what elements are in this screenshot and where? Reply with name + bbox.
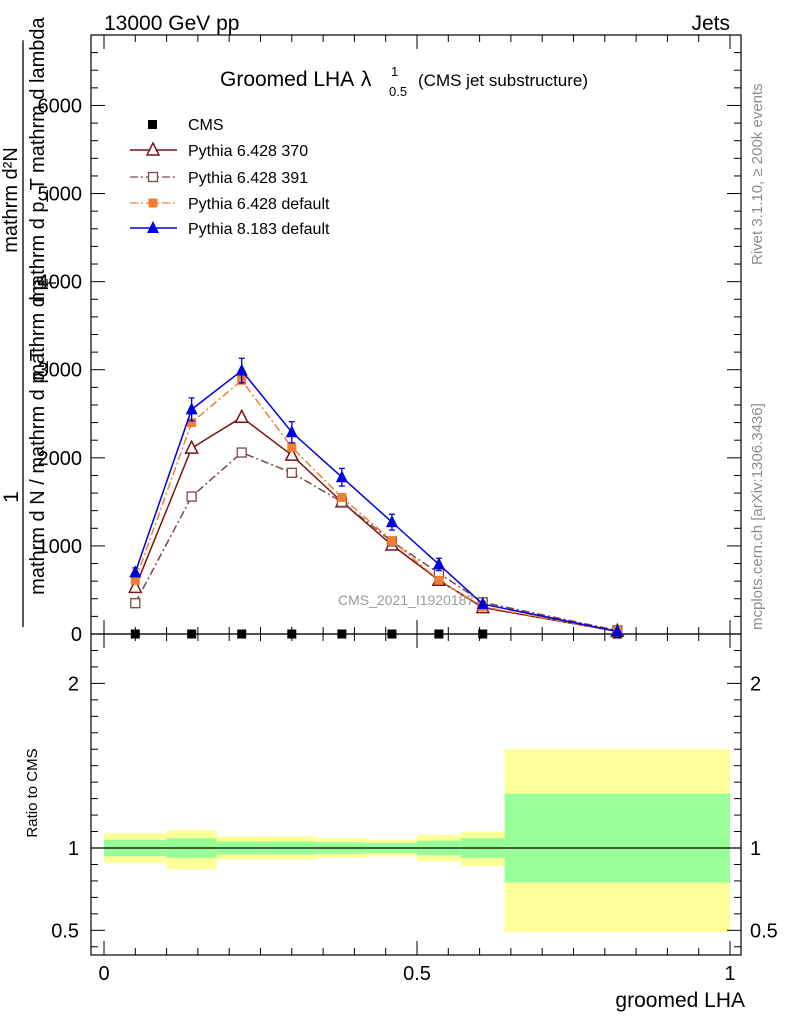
watermark-label: CMS_2021_I1920187 xyxy=(338,592,474,608)
data-point xyxy=(285,425,298,438)
main-ytick-label: 5000 xyxy=(38,184,83,206)
ylabel-fraction-den: mathrm d p_T mathrm d lambda xyxy=(27,16,49,302)
plot-subtitle: (CMS jet substructure) xyxy=(418,71,588,90)
data-point xyxy=(128,578,143,594)
ratio-xtick-label: 0 xyxy=(98,963,109,985)
legend-label-cms: CMS xyxy=(188,117,224,134)
ratio-ytick-label-right: 0.5 xyxy=(750,920,778,942)
ratio-xtick-label: 1 xyxy=(724,963,735,985)
data-point xyxy=(130,575,140,585)
data-point xyxy=(476,597,489,610)
data-point xyxy=(186,491,197,502)
legend-label-pythia6-391: Pythia 6.428 391 xyxy=(188,170,308,187)
ratio-ytick-label-right: 2 xyxy=(750,673,761,695)
data-point xyxy=(286,467,297,478)
plot-title-sup: 1 xyxy=(391,64,398,79)
legend-label-pythia8-default: Pythia 8.183 default xyxy=(188,221,330,238)
legend-marker-pythia6-391 xyxy=(147,171,159,183)
data-point xyxy=(130,598,141,609)
legend-marker-pythia6-370 xyxy=(145,141,161,156)
data-point xyxy=(434,629,444,639)
data-point xyxy=(187,418,197,428)
data-point xyxy=(478,629,488,639)
data-point xyxy=(187,629,197,639)
header-left-label: 13000 GeV pp xyxy=(104,12,239,35)
xlabel: groomed LHA xyxy=(615,989,745,1012)
legend-label-pythia6-370: Pythia 6.428 370 xyxy=(188,143,308,160)
header-right-label: Jets xyxy=(691,12,730,35)
ratio-bands xyxy=(104,749,730,932)
legend-marker-pythia6-default xyxy=(148,198,158,208)
data-point xyxy=(385,515,398,528)
main-ytick-label: 3000 xyxy=(38,360,83,382)
ratio-xtick-label: 0.5 xyxy=(403,963,431,985)
data-point xyxy=(184,439,199,454)
legend-marker-pythia8-default xyxy=(147,221,159,233)
plot-title-symbol: λ xyxy=(361,68,372,91)
data-point xyxy=(611,624,624,637)
data-point xyxy=(129,565,142,578)
plot-title: Groomed LHA λ xyxy=(220,68,372,91)
ylabel-overlap-sub: T xyxy=(43,278,59,287)
data-point xyxy=(287,442,297,452)
plot-title-main: Groomed LHA xyxy=(220,68,354,91)
ylabel-denominator: mathrm d N / mathrm d p_T xyxy=(27,349,49,595)
ylabel-numerator: 1 xyxy=(0,491,23,503)
data-point xyxy=(434,575,444,585)
main-ytick-label: 0 xyxy=(71,624,82,646)
ratio-band-stat-8 xyxy=(504,793,730,883)
ratio-ytick-label-left: 2 xyxy=(68,673,79,695)
legend: CMS Pythia 6.428 370 Pythia 6.428 391 Py… xyxy=(130,117,330,238)
mcplots-side-label: mcplots.cern.ch [arXiv:1306.3436] xyxy=(749,403,766,630)
legend-label-pythia6-default: Pythia 6.428 default xyxy=(188,196,330,213)
main-ytick-label: 4000 xyxy=(38,272,83,294)
series-4 xyxy=(129,357,624,637)
data-point xyxy=(236,447,247,458)
legend-marker-cms xyxy=(148,120,157,129)
data-point xyxy=(130,629,140,639)
data-point xyxy=(234,408,249,424)
data-point xyxy=(432,557,445,570)
data-point xyxy=(185,402,198,415)
plot-title-sub: 0.5 xyxy=(389,84,407,99)
data-point xyxy=(284,446,300,461)
data-point xyxy=(335,470,348,483)
rivet-side-label: Rivet 3.1.10, ≥ 200k events xyxy=(749,83,766,265)
data-point xyxy=(337,629,347,639)
main-ytick-label: 1000 xyxy=(38,536,83,558)
data-point xyxy=(387,629,397,639)
main-ytick-label: 2000 xyxy=(38,448,83,470)
data-point xyxy=(337,492,347,502)
data-point xyxy=(387,536,397,546)
ylabel-overlap: mathrm d p xyxy=(27,279,49,380)
ylabel-fraction-num: mathrm d²N xyxy=(0,147,22,253)
ratio-ylabel: Ratio to CMS xyxy=(24,748,41,837)
main-ytick-label: 6000 xyxy=(38,95,83,117)
data-point xyxy=(287,629,297,639)
ratio-ytick-label-left: 1 xyxy=(68,838,79,860)
data-point xyxy=(237,629,247,639)
ratio-ytick-label-right: 1 xyxy=(750,838,761,860)
ratio-plot-frame xyxy=(90,633,742,956)
series-layer xyxy=(128,357,625,639)
data-point xyxy=(235,363,248,376)
axes-layer: 0 1000 2000 3000 4000 5000 6000 0 0.5 1 0.5 0.5 1 1 2 2 xyxy=(38,34,778,985)
ratio-ytick-label-left: 0.5 xyxy=(51,920,79,942)
